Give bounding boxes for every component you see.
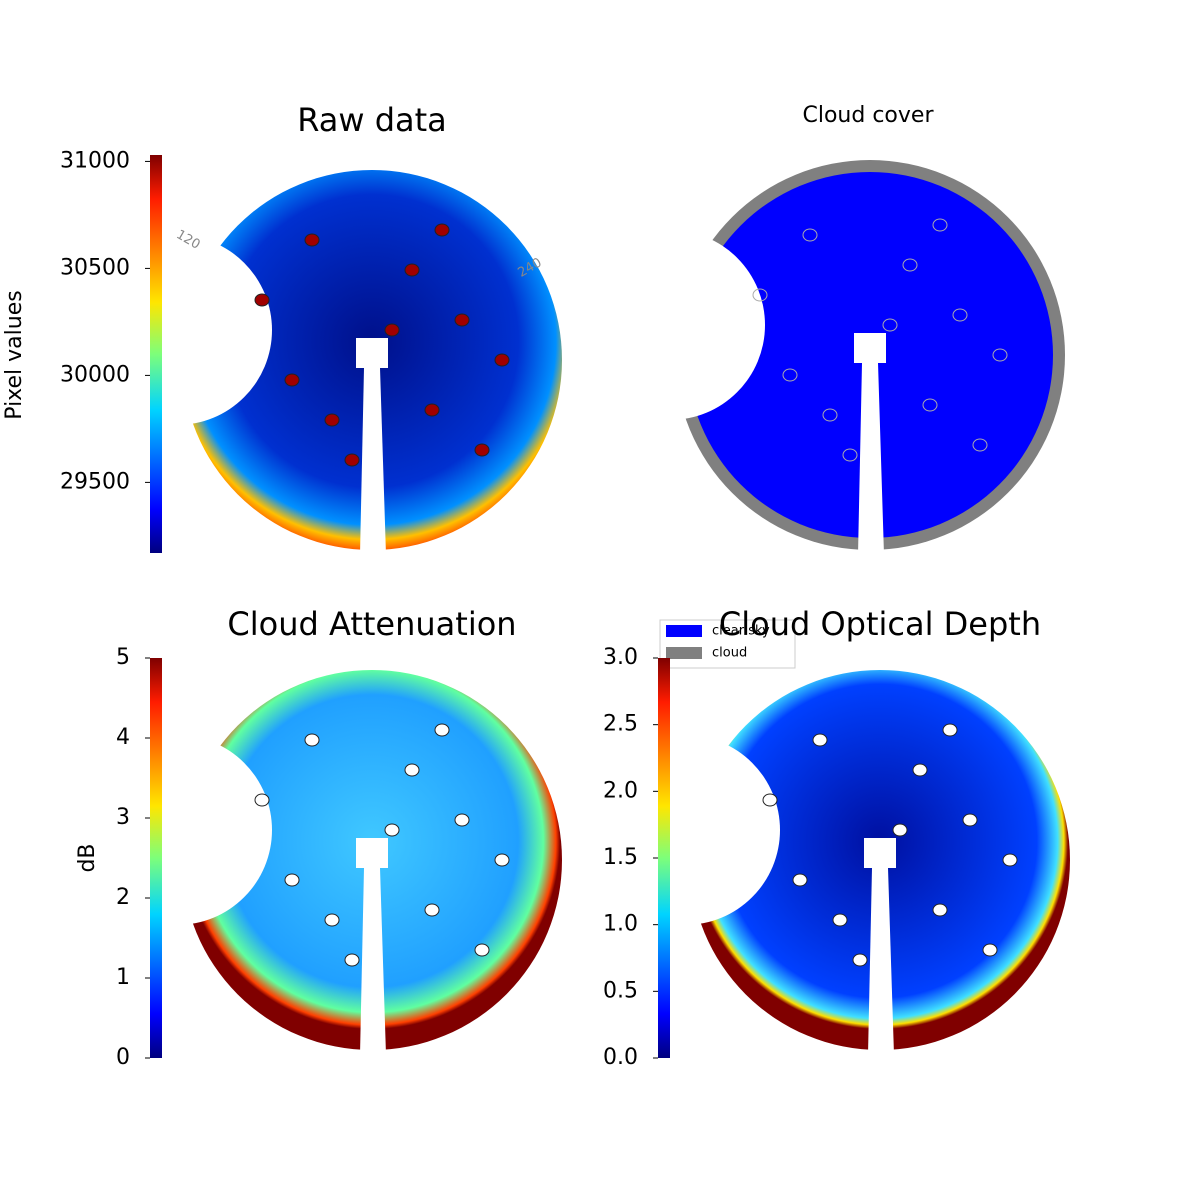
mast-block — [864, 838, 896, 868]
star-spot — [304, 233, 320, 247]
star-spot — [324, 913, 340, 927]
colorbar-tick-label: 0.0 — [603, 1045, 638, 1070]
panel-title: Raw data — [297, 101, 447, 139]
star-spot — [932, 903, 948, 917]
mast-block — [854, 333, 886, 363]
colorbar-tick-label: 29500 — [60, 469, 130, 494]
star-spot — [942, 723, 958, 737]
sky-image — [82, 670, 562, 1055]
colorbar-tick-label: 1 — [116, 965, 130, 990]
star-spot — [752, 288, 768, 302]
colorbar-tick-label: 2.5 — [603, 712, 638, 737]
colorbar-tick-label: 3 — [116, 805, 130, 830]
mast — [868, 868, 894, 1055]
star-spot — [1002, 853, 1018, 867]
star-spot — [254, 293, 270, 307]
colorbar-tick-label: 4 — [116, 725, 130, 750]
star-spot — [892, 823, 908, 837]
star-spot — [912, 763, 928, 777]
legend-swatch — [666, 647, 702, 659]
star-spot — [424, 403, 440, 417]
colorbar-tick-label: 3.0 — [603, 645, 638, 670]
star-spot — [344, 453, 360, 467]
star-spot — [832, 913, 848, 927]
colorbar-tick-label: 0.5 — [603, 978, 638, 1003]
star-spot — [404, 263, 420, 277]
star-spot — [284, 373, 300, 387]
star-spot — [344, 953, 360, 967]
star-spot — [992, 348, 1008, 362]
colorbar — [150, 658, 162, 1058]
star-spot — [962, 813, 978, 827]
horizon-cutout — [575, 230, 765, 420]
colorbar-tick-label: 30500 — [60, 255, 130, 280]
colorbar-tick-label: 30000 — [60, 362, 130, 387]
star-spot — [404, 763, 420, 777]
sky-image — [590, 670, 1070, 1055]
horizon-cutout — [82, 235, 272, 425]
colorbar-tick-label: 5 — [116, 645, 130, 670]
star-spot — [922, 398, 938, 412]
mast — [360, 868, 386, 1055]
star-spot — [474, 943, 490, 957]
star-spot — [384, 323, 400, 337]
star-spot — [932, 218, 948, 232]
mast-block — [356, 338, 388, 368]
legend-label: clear sky — [712, 624, 770, 639]
star-spot — [474, 443, 490, 457]
colorbar-tick-label: 1.5 — [603, 845, 638, 870]
star-spot — [882, 318, 898, 332]
panel-title: Cloud cover — [803, 103, 935, 128]
colorbar-label: Pixel values — [2, 290, 27, 419]
star-spot — [952, 308, 968, 322]
sky-image — [82, 170, 562, 555]
mast — [858, 363, 884, 555]
star-spot — [842, 448, 858, 462]
star-spot — [792, 873, 808, 887]
panel-title: Cloud Optical Depth — [719, 605, 1041, 643]
star-spot — [902, 258, 918, 272]
star-spot — [802, 228, 818, 242]
star-spot — [494, 353, 510, 367]
sky-image — [575, 160, 1065, 555]
colorbar-label: dB — [75, 843, 100, 872]
horizon-cutout — [82, 735, 272, 925]
star-spot — [424, 903, 440, 917]
colorbar-tick-label: 2 — [116, 885, 130, 910]
colorbar-tick-label: 2.0 — [603, 778, 638, 803]
star-spot — [852, 953, 868, 967]
star-spot — [494, 853, 510, 867]
star-spot — [812, 733, 828, 747]
star-spot — [822, 408, 838, 422]
colorbar — [150, 155, 162, 553]
legend-label: cloud — [712, 646, 747, 661]
legend-swatch — [666, 625, 702, 637]
colorbar-tick-label: 31000 — [60, 148, 130, 173]
colorbar-tick-label: 0 — [116, 1045, 130, 1070]
star-spot — [384, 823, 400, 837]
star-spot — [324, 413, 340, 427]
star-spot — [434, 223, 450, 237]
star-spot — [304, 733, 320, 747]
mast — [360, 368, 386, 555]
panel-title: Cloud Attenuation — [227, 605, 516, 643]
star-spot — [972, 438, 988, 452]
star-spot — [762, 793, 778, 807]
star-spot — [254, 793, 270, 807]
colorbar-tick-label: 1.0 — [603, 912, 638, 937]
colorbar — [658, 658, 670, 1058]
star-spot — [782, 368, 798, 382]
star-spot — [284, 873, 300, 887]
horizon-cutout — [590, 735, 780, 925]
star-spot — [454, 313, 470, 327]
star-spot — [982, 943, 998, 957]
star-spot — [434, 723, 450, 737]
mast-block — [356, 838, 388, 868]
star-spot — [454, 813, 470, 827]
